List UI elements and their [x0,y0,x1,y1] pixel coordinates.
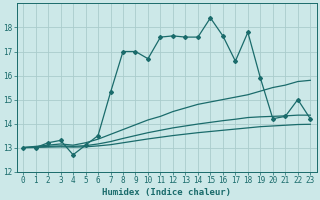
X-axis label: Humidex (Indice chaleur): Humidex (Indice chaleur) [102,188,231,197]
